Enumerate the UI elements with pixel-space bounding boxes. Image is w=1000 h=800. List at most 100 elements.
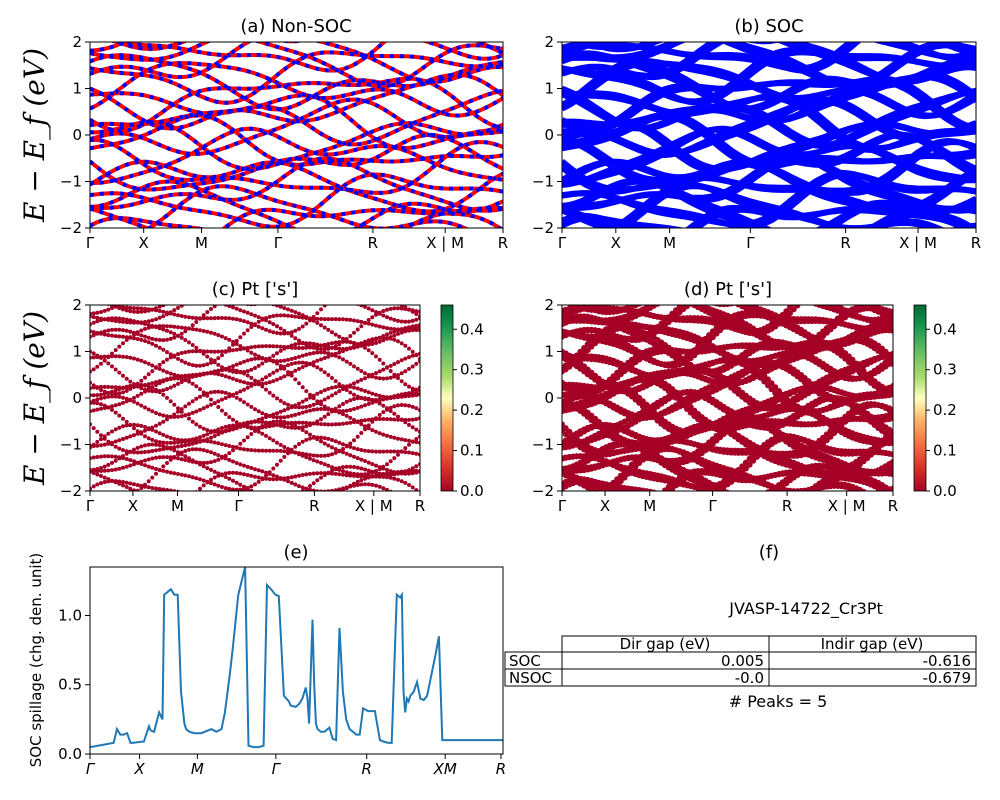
projection-point — [392, 327, 397, 332]
projection-point — [300, 428, 305, 432]
projection-point — [326, 327, 331, 332]
projection-point — [388, 375, 393, 380]
projection-point — [363, 345, 367, 350]
kpoint-label: Γ — [86, 234, 95, 252]
projection-point — [176, 440, 180, 445]
projection-point — [183, 296, 187, 300]
projection-point — [410, 353, 415, 358]
projection-point — [253, 482, 257, 487]
projection-point — [154, 271, 158, 275]
projection-point — [414, 353, 419, 358]
projection-point — [194, 297, 198, 301]
projection-point — [95, 299, 99, 303]
projection-point — [275, 415, 279, 420]
projection-point — [256, 417, 261, 422]
projection-point — [366, 482, 371, 487]
projection-point — [662, 494, 668, 500]
projection-point — [110, 460, 114, 465]
projection-point — [345, 276, 349, 280]
projection-point — [179, 358, 184, 363]
projection-point — [352, 407, 356, 411]
projection-point — [190, 349, 195, 354]
projection-point — [407, 384, 411, 389]
projection-point — [392, 299, 396, 303]
projection-point — [231, 459, 235, 464]
projection-point — [366, 306, 371, 311]
projection-point — [861, 297, 867, 303]
projection-point — [396, 449, 400, 454]
projection-point — [165, 328, 169, 333]
projection-point — [220, 397, 224, 402]
projection-point — [135, 431, 140, 436]
projection-point — [297, 512, 301, 516]
projection-point — [121, 506, 125, 510]
projection-point — [374, 392, 378, 397]
projection-point — [381, 449, 386, 454]
projection-point — [205, 404, 210, 409]
projection-point — [260, 494, 264, 498]
projection-point — [157, 431, 162, 436]
projection-point — [183, 443, 188, 448]
projection-point — [161, 516, 165, 520]
kpoint-label: X | M — [899, 234, 937, 252]
projection-point — [410, 425, 415, 430]
projection-point — [769, 515, 775, 521]
projection-point — [121, 373, 125, 378]
projection-point — [249, 466, 254, 470]
projection-point — [99, 481, 103, 486]
projection-point — [662, 493, 668, 499]
projection-point — [319, 460, 323, 465]
projection-point — [143, 405, 147, 410]
projection-point — [231, 392, 235, 397]
projection-point — [242, 380, 246, 385]
projection-point — [128, 386, 133, 391]
projection-point — [344, 421, 349, 426]
projection-point — [169, 300, 173, 304]
projection-point — [161, 440, 166, 445]
projection-point — [121, 395, 125, 400]
projection-point — [139, 378, 144, 383]
projection-point — [293, 474, 298, 479]
projection-point — [124, 305, 129, 310]
projection-point — [355, 465, 360, 470]
projection-point — [641, 305, 644, 306]
projection-point — [135, 332, 140, 336]
projection-point — [91, 330, 96, 335]
projection-point — [267, 470, 272, 475]
projection-point — [403, 403, 408, 408]
projection-point — [304, 284, 308, 288]
projection-point — [249, 420, 254, 425]
projection-point — [249, 432, 254, 436]
projection-point — [293, 494, 297, 498]
projection-point — [377, 449, 382, 454]
projection-point — [124, 388, 129, 393]
projection-point — [636, 507, 642, 513]
projection-point — [124, 328, 129, 333]
projection-point — [132, 447, 136, 452]
projection-point — [319, 422, 323, 427]
projection-point — [257, 498, 261, 502]
projection-point — [399, 403, 404, 407]
projection-point — [176, 381, 180, 386]
projection-point — [231, 339, 235, 344]
band-line — [562, 42, 976, 85]
projection-point — [407, 291, 411, 295]
projection-point — [355, 366, 360, 371]
ytick-label: 2 — [544, 33, 554, 51]
projection-point — [110, 351, 114, 356]
projection-point — [776, 283, 782, 289]
projection-point — [216, 372, 221, 377]
projection-point — [359, 283, 363, 287]
projection-point — [212, 349, 217, 354]
projection-point — [95, 331, 100, 336]
projection-point — [117, 394, 122, 399]
projection-point — [168, 330, 173, 335]
projection-point — [352, 392, 356, 397]
projection-point — [227, 415, 232, 420]
projection-point — [183, 473, 188, 478]
projection-point — [669, 294, 675, 300]
projection-point — [102, 354, 107, 359]
projection-point — [326, 470, 331, 475]
projection-point — [359, 324, 364, 329]
projection-point — [691, 503, 697, 509]
